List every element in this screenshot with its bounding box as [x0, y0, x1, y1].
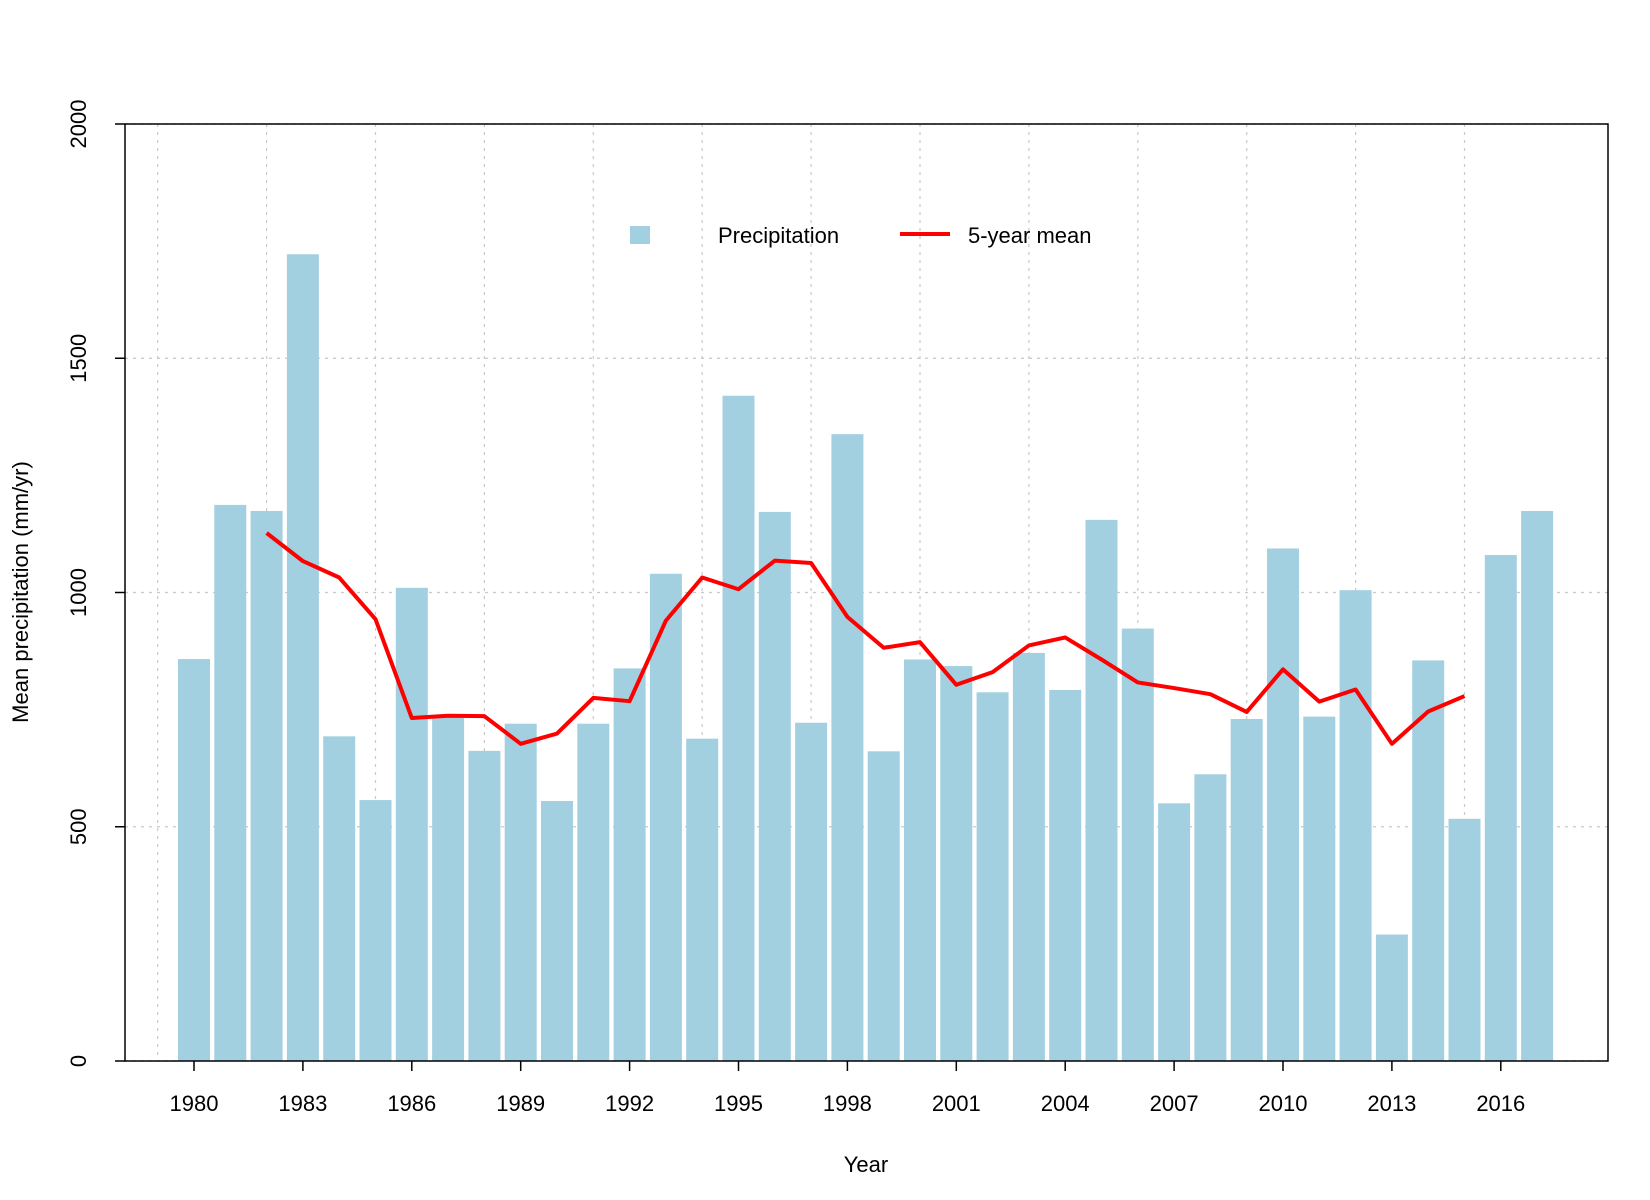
x-tick-label-1983: 1983	[278, 1091, 327, 1116]
bar-2008	[1194, 774, 1227, 1061]
y-tick-label-1500: 1500	[66, 334, 91, 383]
legend-label-precipitation: Precipitation	[718, 223, 839, 248]
bar-2003	[1012, 652, 1045, 1061]
bar-2004	[1049, 689, 1082, 1061]
y-tick-label-500: 500	[66, 808, 91, 845]
bar-2010	[1267, 548, 1299, 1061]
bar-1984	[323, 736, 356, 1061]
bar-1989	[504, 723, 537, 1061]
bar-1986	[395, 587, 428, 1061]
bar-1981	[214, 504, 247, 1061]
y-axis-title: Mean precipitation (mm/yr)	[8, 461, 33, 723]
x-tick-label-2001: 2001	[932, 1091, 981, 1116]
bar-1987	[432, 717, 465, 1061]
x-tick-label-1992: 1992	[605, 1091, 654, 1116]
bar-1993	[649, 573, 682, 1061]
bar-2006	[1121, 628, 1154, 1061]
legend: Precipitation 5-year mean	[630, 223, 1092, 248]
bar-2016	[1484, 555, 1517, 1061]
bar-1980	[178, 659, 210, 1061]
bar-2002	[976, 692, 1009, 1061]
x-tick-label-1986: 1986	[387, 1091, 436, 1116]
bar-1988	[468, 750, 501, 1061]
bar-2012	[1339, 590, 1372, 1061]
bar-1998	[831, 434, 864, 1062]
x-tick-label-1980: 1980	[170, 1091, 219, 1116]
bar-2009	[1230, 718, 1263, 1061]
x-tick-label-1989: 1989	[496, 1091, 545, 1116]
bar-2015	[1448, 818, 1481, 1061]
bar-1991	[577, 723, 610, 1061]
bar-1994	[686, 738, 719, 1061]
y-tick-label-0: 0	[66, 1055, 91, 1067]
x-tick-label-2007: 2007	[1150, 1091, 1199, 1116]
bar-1996	[758, 511, 791, 1062]
line-5-year-mean	[265, 531, 1466, 746]
bar-layer	[178, 254, 1554, 1062]
bar-1985	[359, 800, 392, 1061]
bar-1983	[286, 254, 319, 1062]
x-tick-label-2016: 2016	[1476, 1091, 1525, 1116]
y-tick-label-2000: 2000	[66, 100, 91, 149]
bar-2014	[1412, 660, 1445, 1061]
x-tick-label-2004: 2004	[1041, 1091, 1090, 1116]
bar-1995	[722, 395, 755, 1062]
bar-2005	[1085, 519, 1118, 1061]
x-axis-title: Year	[844, 1152, 888, 1177]
bar-2013	[1375, 934, 1408, 1061]
bar-2011	[1303, 716, 1336, 1061]
axis-layer: 0 500 1000 1500 2000 1980 1983 1986 1989 1992 1995…	[66, 100, 1525, 1116]
bar-2000	[904, 659, 936, 1061]
y-tick-label-1000: 1000	[66, 568, 91, 617]
bar-1997	[795, 722, 828, 1061]
legend-swatch-precipitation	[630, 226, 650, 244]
bar-2001	[940, 666, 973, 1061]
x-tick-label-2010: 2010	[1259, 1091, 1308, 1116]
legend-label-5-year-mean: 5-year mean	[968, 223, 1092, 248]
x-tick-label-2013: 2013	[1367, 1091, 1416, 1116]
bar-1992	[613, 668, 646, 1061]
bar-1999	[867, 751, 900, 1061]
bar-2017	[1521, 510, 1554, 1062]
line-layer	[265, 531, 1466, 746]
bar-1990	[541, 800, 573, 1061]
bar-1982	[250, 510, 283, 1062]
x-tick-label-1995: 1995	[714, 1091, 763, 1116]
x-tick-label-1998: 1998	[823, 1091, 872, 1116]
bar-2007	[1158, 803, 1191, 1061]
